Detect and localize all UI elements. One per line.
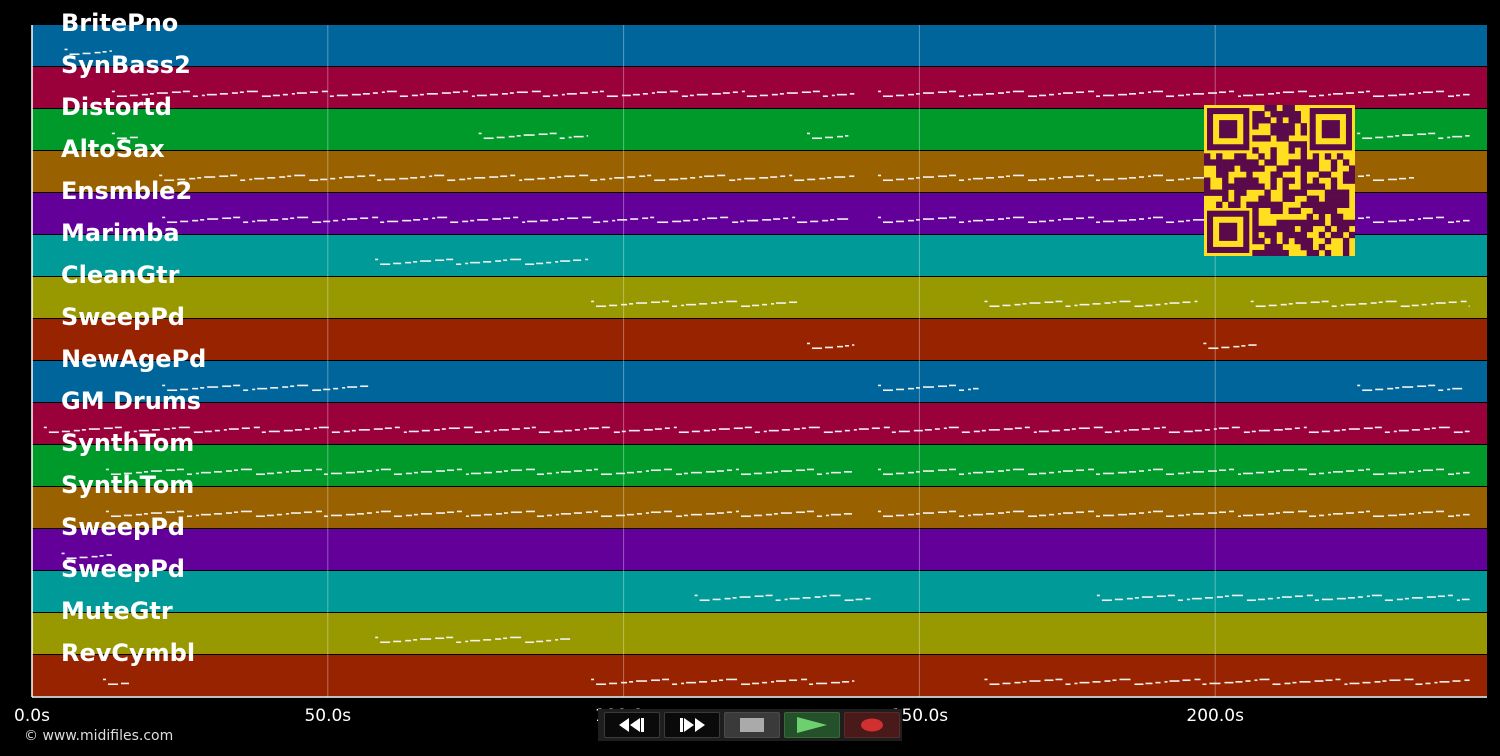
record-icon xyxy=(861,718,883,732)
track-label: AltoSax xyxy=(61,135,165,163)
note-activity xyxy=(591,300,802,308)
note-activity xyxy=(806,132,849,140)
note-activity xyxy=(984,300,1198,308)
track-label: SynthTom xyxy=(61,429,195,457)
note-activity xyxy=(105,468,852,476)
note-activity xyxy=(1357,132,1470,140)
note-activity xyxy=(984,678,1470,686)
note-activity xyxy=(877,90,1470,98)
track-lane xyxy=(32,403,1487,444)
note-activity xyxy=(877,384,979,392)
track-label: SweepPd xyxy=(61,555,185,583)
track-lane xyxy=(32,277,1487,318)
note-activity xyxy=(162,216,849,224)
track-lane xyxy=(32,67,1487,108)
note-activity xyxy=(1096,594,1470,602)
note-activity xyxy=(102,678,129,686)
note-activity xyxy=(159,174,855,182)
track-lane xyxy=(32,319,1487,360)
time-tick-label: 150.0s xyxy=(890,706,949,726)
fast-forward-button[interactable] xyxy=(664,712,720,738)
time-tick-label: 0.0s xyxy=(14,706,50,726)
track-label: BritePno xyxy=(61,9,179,37)
track-label: Ensmble2 xyxy=(61,177,193,205)
play-button[interactable] xyxy=(784,712,840,738)
note-activity xyxy=(478,132,589,140)
rewind-button[interactable] xyxy=(604,712,660,738)
track-lane xyxy=(32,361,1487,402)
stop-icon xyxy=(740,718,764,732)
track-label: RevCymbl xyxy=(61,639,196,667)
note-activity xyxy=(877,468,1470,476)
note-activity xyxy=(1250,300,1470,308)
fast-forward-icon xyxy=(680,718,705,732)
play-icon xyxy=(797,717,827,733)
note-activity xyxy=(1357,384,1463,392)
note-activity xyxy=(375,258,589,266)
note-activity xyxy=(105,510,852,518)
track-lane xyxy=(32,613,1487,654)
track-label: Marimba xyxy=(61,219,180,247)
track-label: GM Drums xyxy=(61,387,202,415)
track-label: SweepPd xyxy=(61,513,185,541)
transport-controls xyxy=(598,709,902,741)
note-activity xyxy=(375,636,571,644)
qr-code-icon xyxy=(1204,105,1356,257)
note-activity xyxy=(43,426,1470,434)
track-lane xyxy=(32,529,1487,570)
copyright-text: © www.midifiles.com xyxy=(24,728,174,744)
note-activity xyxy=(64,48,112,56)
track-lane xyxy=(32,655,1487,696)
track-label: SynBass2 xyxy=(61,51,191,79)
track-label: CleanGtr xyxy=(61,261,180,289)
note-activity xyxy=(61,552,112,560)
time-tick-label: 50.0s xyxy=(304,706,352,726)
track-label: NewAgePd xyxy=(61,345,207,373)
rewind-icon xyxy=(619,718,644,732)
stop-button[interactable] xyxy=(724,712,780,738)
track-lane xyxy=(32,25,1487,66)
note-activity xyxy=(694,594,871,602)
note-activity xyxy=(162,384,369,392)
note-activity xyxy=(111,90,855,98)
note-activity xyxy=(111,132,138,140)
track-label: MuteGtr xyxy=(61,597,173,625)
note-activity xyxy=(1203,342,1257,350)
track-lane xyxy=(32,487,1487,528)
track-label: Distortd xyxy=(61,93,172,121)
time-tick-label: 200.0s xyxy=(1186,706,1244,726)
track-lane xyxy=(32,445,1487,486)
track-label: SynthTom xyxy=(61,471,195,499)
note-activity xyxy=(806,342,855,350)
note-activity xyxy=(877,510,1470,518)
record-button[interactable] xyxy=(844,712,900,738)
track-label: SweepPd xyxy=(61,303,185,331)
note-activity xyxy=(591,678,855,686)
track-lane xyxy=(32,571,1487,612)
